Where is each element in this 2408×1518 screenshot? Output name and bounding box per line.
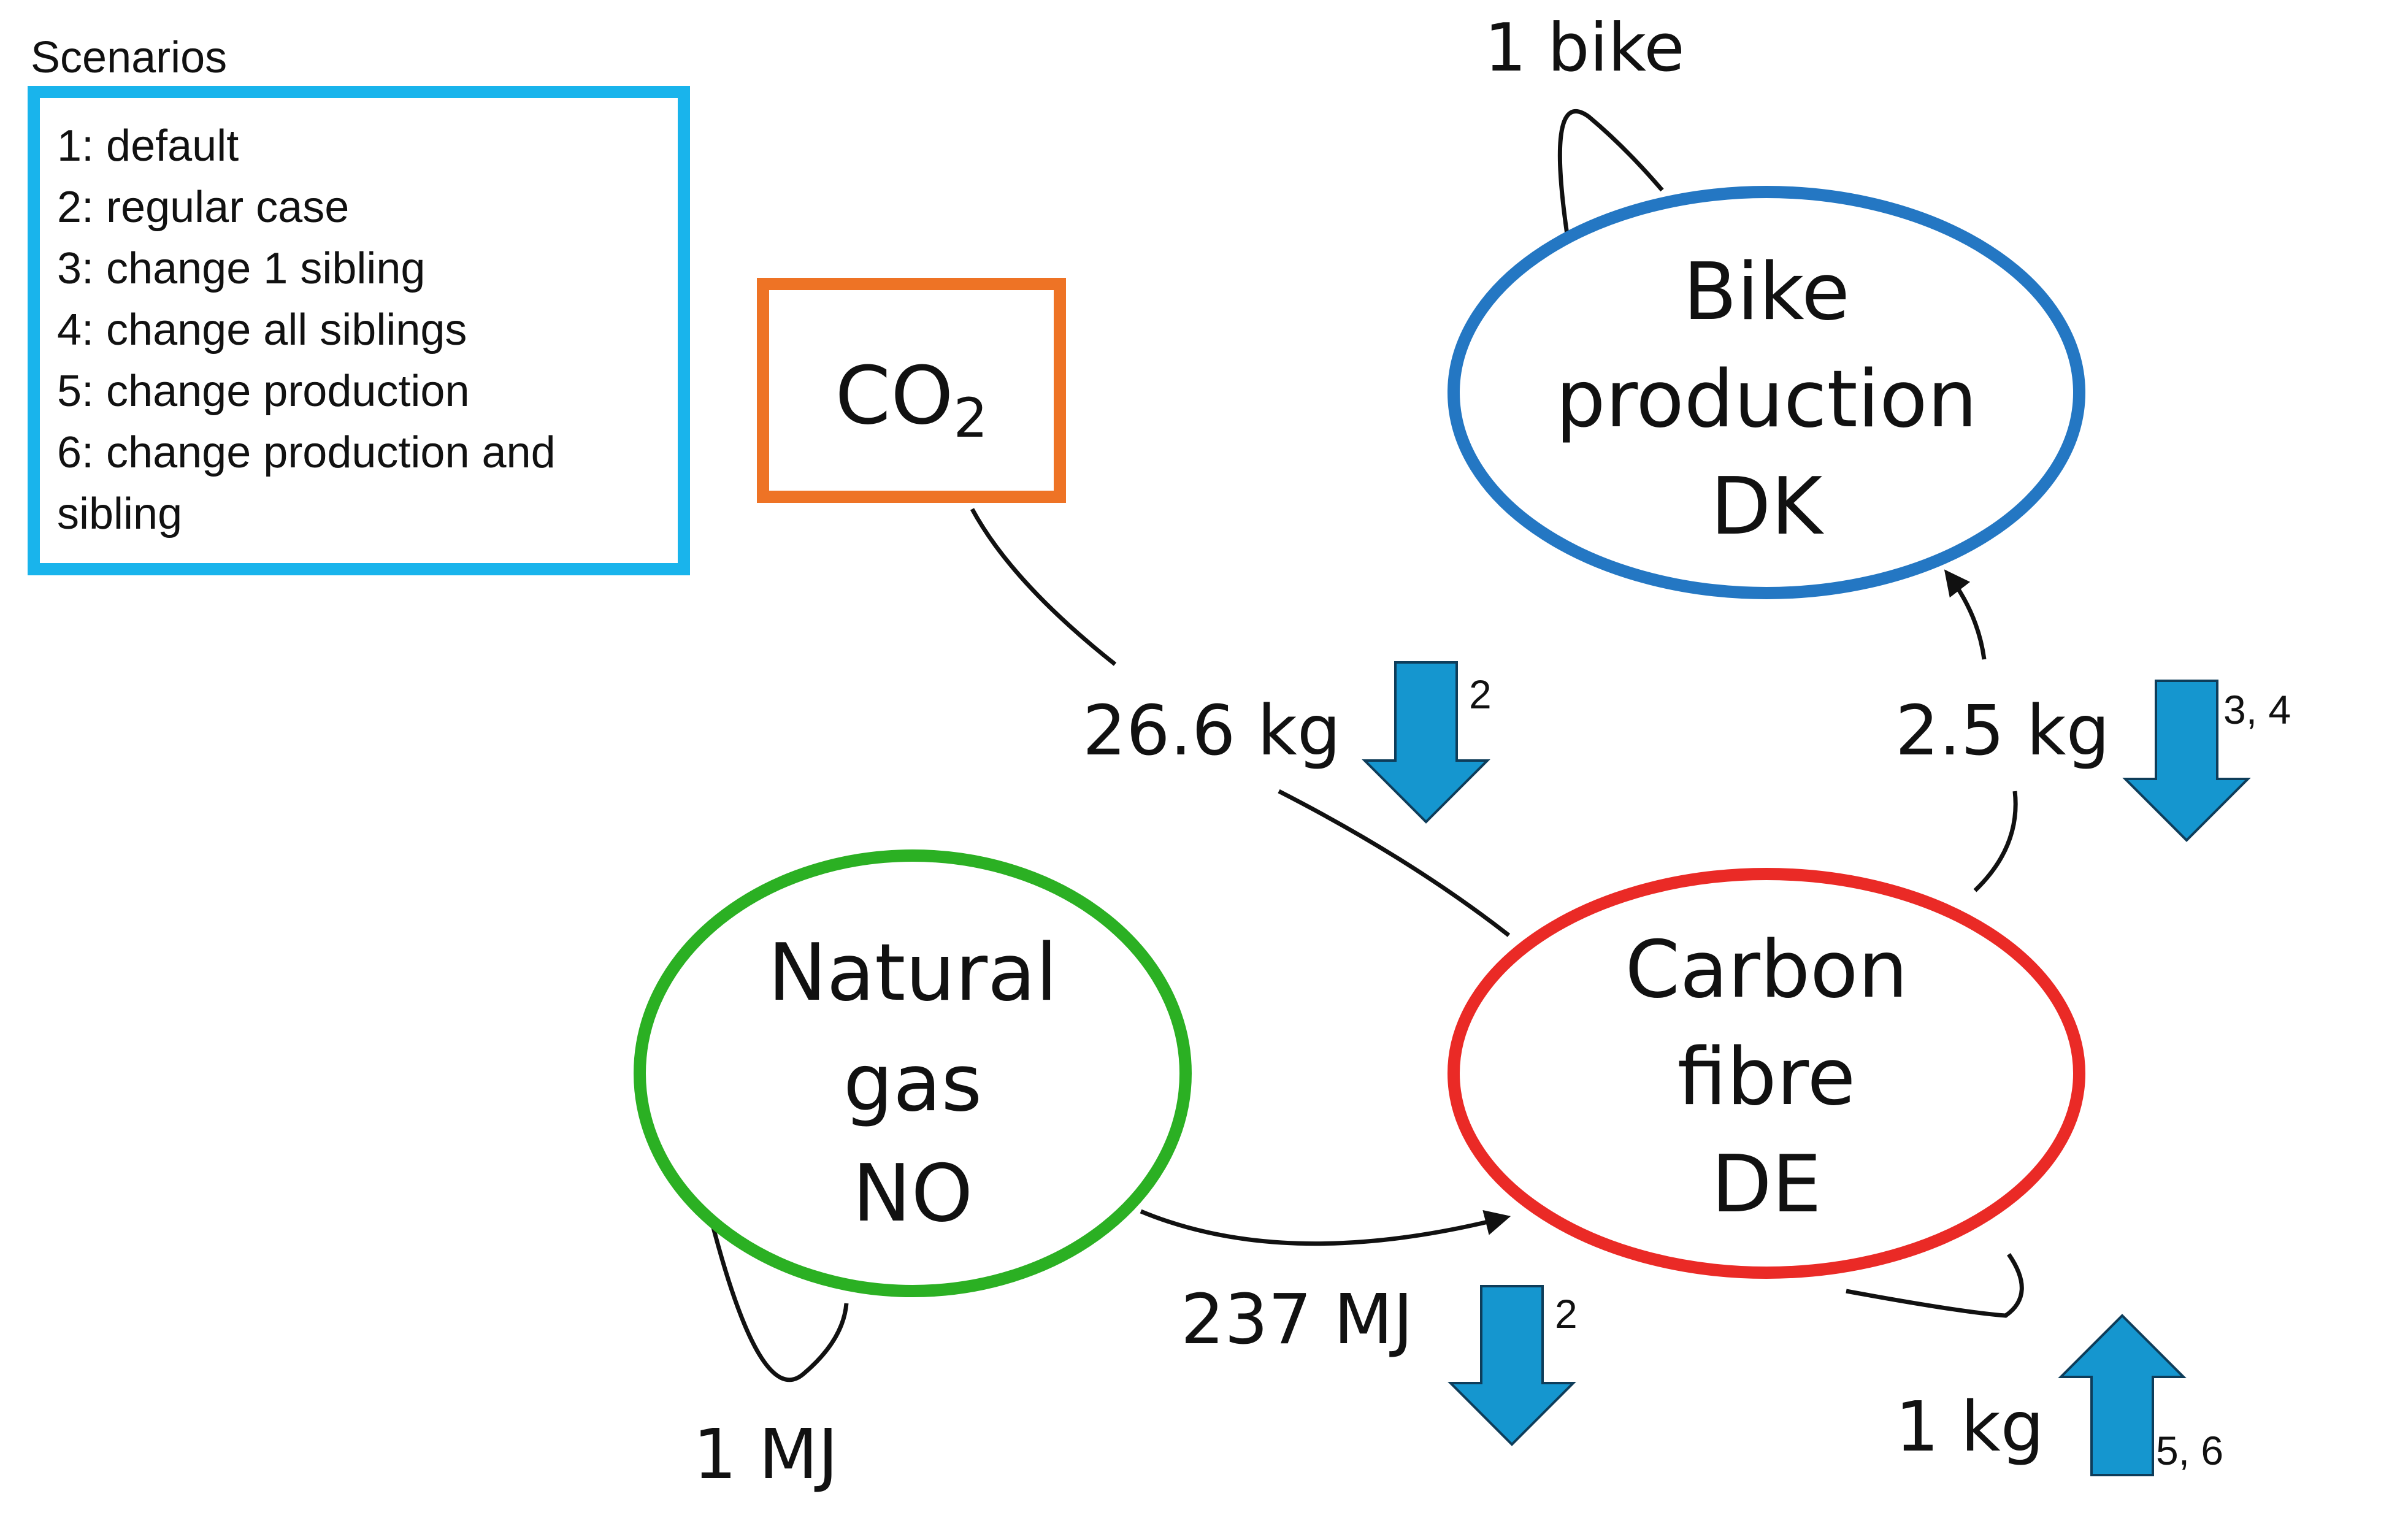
legend-item: 2: regular case [57, 183, 349, 232]
node-bike-production-dk: Bike production DK [1447, 186, 2085, 599]
edge-co2-carbon-upper [970, 508, 1117, 666]
scenario-arrows: 2 3, 4 2 5, 6 [1362, 661, 2291, 1476]
carbon-label-line: Carbon [1625, 924, 1908, 1016]
edges [709, 109, 2024, 1382]
edge-carbon-bike-upper [1944, 569, 1987, 660]
node-carbon-fibre-de: Carbon fibre DE [1447, 868, 2085, 1279]
carbon-label-line: fibre [1678, 1032, 1855, 1123]
arrow-up-carbon-self: 5, 6 [2058, 1314, 2223, 1476]
edge-gas-self-loop [709, 1220, 849, 1382]
label-gas-self: 1 MJ [693, 1415, 838, 1495]
bike-ellipse [1447, 186, 2085, 599]
arrow-down-gas-edge: 2 [1447, 1285, 1578, 1446]
edge-carbon-self-loop [1846, 1253, 2024, 1318]
bike-label-line: production [1555, 354, 1977, 445]
arrow-tag: 5, 6 [2156, 1428, 2223, 1473]
arrow-tag: 2 [1555, 1291, 1578, 1336]
label-carbon-self: 1 kg [1895, 1387, 2044, 1467]
down-arrow-icon [2122, 680, 2251, 842]
down-arrow-icon [1447, 1285, 1576, 1446]
node-co2: CO2 [757, 278, 1066, 503]
gas-label-line: Natural [768, 927, 1057, 1019]
down-arrow-icon [1362, 661, 1490, 824]
gas-ellipse [634, 849, 1192, 1297]
arrow-down-bike-edge: 3, 4 [2122, 680, 2291, 842]
co2-label: CO2 [835, 349, 987, 450]
arrow-tag: 3, 4 [2223, 687, 2291, 732]
gas-label-line: gas [843, 1038, 982, 1129]
legend-item: 5: change production [57, 367, 470, 416]
co2-box [757, 278, 1066, 503]
scenarios-legend: Scenarios 1: default 2: regular case 3: … [28, 33, 690, 575]
legend-item: 1: default [57, 121, 239, 171]
gas-label-line: NO [853, 1148, 973, 1240]
edge-co2-carbon-lower [1278, 789, 1511, 937]
edge-bike-self-loop [1557, 109, 1664, 235]
bike-label-line: DK [1711, 461, 1825, 553]
arrow-tag: 2 [1469, 672, 1492, 717]
legend-box [28, 86, 690, 575]
up-arrow-icon [2058, 1314, 2187, 1476]
edge-gas-carbon [1140, 1209, 1511, 1246]
legend-item: sibling [57, 489, 182, 539]
legend-item: 6: change production and [57, 428, 556, 477]
edge-labels: 1 bike 26.6 kg 2.5 kg 237 MJ 1 MJ 1 kg [693, 10, 2110, 1495]
label-gas-carbon: 237 MJ [1181, 1280, 1413, 1360]
label-co2-carbon: 26.6 kg [1083, 691, 1341, 771]
label-bike-self: 1 bike [1484, 10, 1685, 86]
label-carbon-bike: 2.5 kg [1895, 691, 2110, 771]
legend-item: 4: change all siblings [57, 305, 467, 355]
arrow-down-co2-edge: 2 [1362, 661, 1492, 824]
carbon-label-line: DE [1711, 1139, 1821, 1230]
carbon-ellipse [1447, 868, 2085, 1279]
legend-title: Scenarios [31, 33, 227, 82]
bike-label-line: Bike [1683, 247, 1850, 338]
node-natural-gas-no: Natural gas NO [634, 849, 1192, 1297]
edge-carbon-bike-lower [1973, 791, 2018, 892]
legend-item: 3: change 1 sibling [57, 244, 425, 293]
